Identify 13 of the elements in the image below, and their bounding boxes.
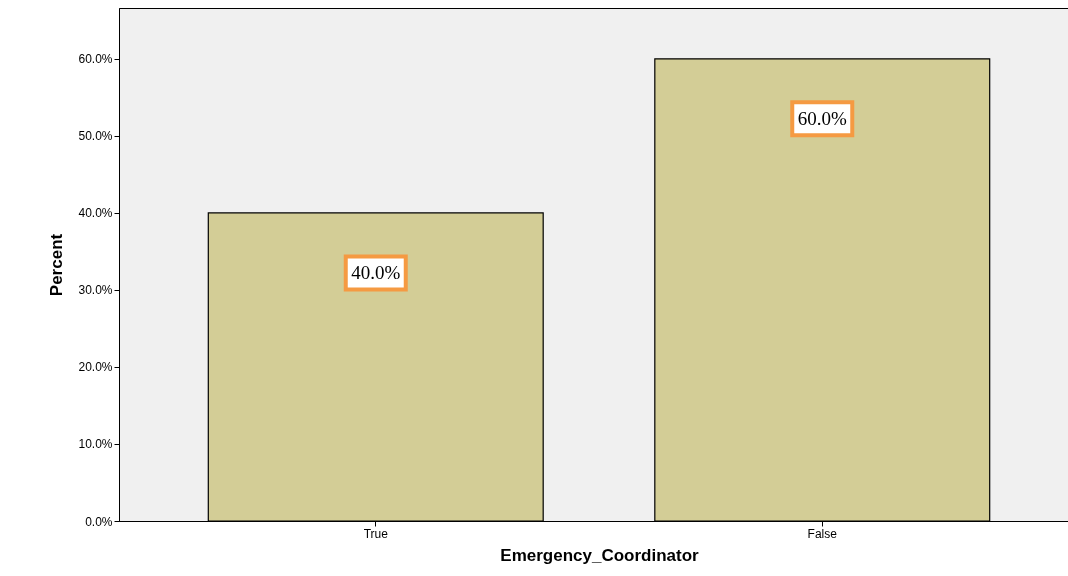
x-axis-title: Emergency_Coordinator bbox=[500, 545, 700, 565]
data-label: 60.0% bbox=[797, 107, 847, 129]
y-tick-label: 30.0% bbox=[78, 283, 113, 298]
x-tick-label: True bbox=[363, 526, 389, 541]
y-tick-label: 60.0% bbox=[78, 52, 113, 67]
y-tick-label: 40.0% bbox=[78, 206, 113, 221]
x-tick-label: False bbox=[807, 526, 838, 541]
y-tick-label: 50.0% bbox=[78, 129, 113, 144]
y-tick-label: 10.0% bbox=[78, 437, 113, 452]
y-tick-label: 20.0% bbox=[78, 360, 113, 375]
data-label: 40.0% bbox=[351, 261, 401, 283]
y-axis-title: Percent bbox=[47, 233, 67, 297]
y-tick-label: 0.0% bbox=[85, 514, 113, 529]
